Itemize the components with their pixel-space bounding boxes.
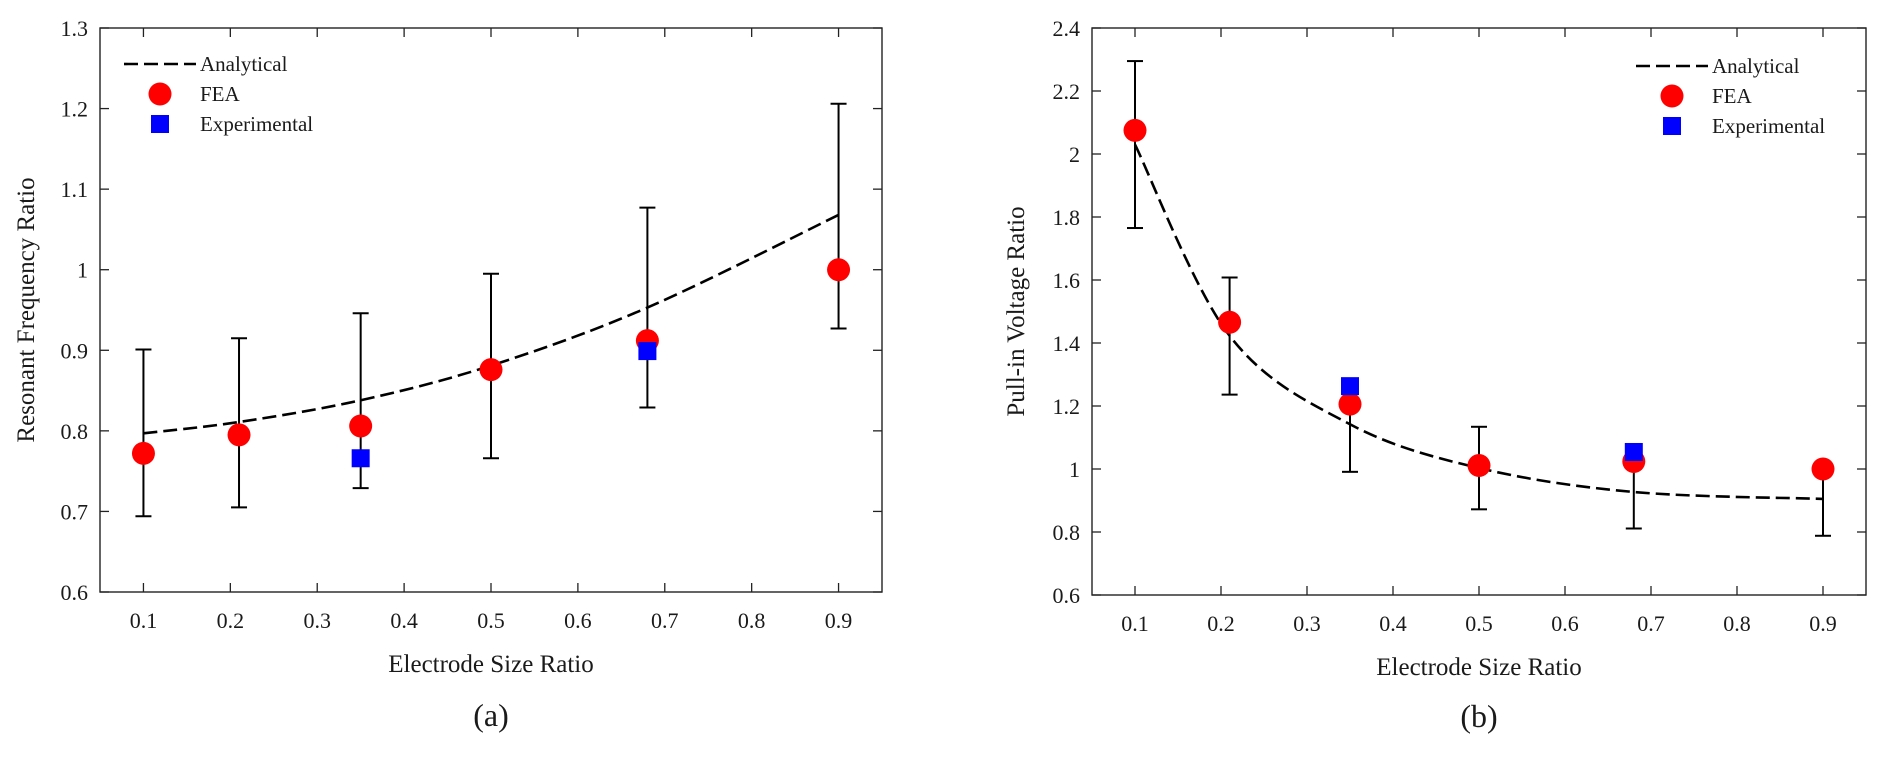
fea-point [1467,454,1491,478]
y-tick-label: 1.6 [1053,268,1081,293]
series-analytical [143,213,840,435]
experimental-point [638,342,657,361]
fea-point [1338,392,1362,416]
x-tick-label: 0.6 [564,608,592,633]
fea-point [1811,457,1835,481]
x-tick-label: 0.9 [1809,611,1837,636]
y-axis-label: Resonant Frequency Ratio [13,177,40,442]
x-tick-label: 0.3 [303,608,331,633]
y-tick-label: 0.7 [61,499,89,524]
y-tick-label: 0.6 [61,580,89,605]
legend-label: Experimental [1712,114,1825,138]
y-tick-label: 1.3 [61,16,89,41]
x-axis-label: Electrode Size Ratio [1376,654,1581,681]
experimental-point [351,449,370,468]
experimental-point [1341,377,1359,396]
fea-point [1123,118,1147,142]
y-tick-label: 0.8 [1053,520,1081,545]
x-tick-label: 0.7 [1637,611,1665,636]
x-tick-label: 0.2 [217,608,245,633]
legend-square-swatch [151,115,169,133]
y-tick-label: 1 [1069,457,1080,482]
x-tick-label: 0.7 [651,608,679,633]
y-tick-label: 1.2 [1053,394,1081,419]
legend-label: Analytical [1712,54,1800,78]
fea-point [1218,310,1242,334]
y-axis: 0.6 0.7 0.8 0.9 1 1.1 1.2 1.3 [61,16,882,605]
x-tick-label: 0.1 [1121,611,1149,636]
y-tick-label: 1.2 [61,97,89,122]
legend-square-swatch [1663,117,1681,135]
y-tick-label: 1.1 [61,177,89,202]
error-bars [135,102,847,518]
x-tick-label: 0.1 [130,608,158,633]
experimental-point [1624,442,1643,461]
series-experimental [1341,377,1643,461]
fea-point [227,423,251,447]
legend-label: FEA [200,82,241,106]
x-axis: 0.1 0.2 0.3 0.4 0.5 0.6 0.7 0.8 0.9 [1121,28,1837,636]
legend: Analytical FEA Experimental [1636,54,1825,138]
y-tick-label: 1.4 [1053,331,1081,356]
x-tick-label: 0.5 [1465,611,1493,636]
y-tick-label: 0.9 [61,338,89,363]
fea-point [131,441,155,465]
legend-label: FEA [1712,84,1753,108]
y-tick-label: 0.6 [1053,583,1081,608]
panel-caption: (a) [473,697,509,733]
x-tick-label: 0.9 [825,608,853,633]
x-axis: 0.1 0.2 0.3 0.4 0.5 0.6 0.7 0.8 0.9 [130,28,853,633]
legend-label: Experimental [200,112,313,136]
y-axis-label: Pull-in Voltage Ratio [1003,206,1030,416]
legend-label: Analytical [200,52,288,76]
y-axis: 0.6 0.8 1 1.2 1.4 1.6 1.8 2 2.2 2.4 [1053,16,1866,608]
x-tick-label: 0.4 [390,608,418,633]
x-tick-label: 0.5 [477,608,505,633]
series-experimental [351,342,657,468]
y-tick-label: 2.4 [1053,16,1081,41]
y-tick-label: 1 [77,258,88,283]
series-fea [1123,118,1835,481]
x-tick-label: 0.4 [1379,611,1407,636]
legend-circle-swatch [1660,84,1684,108]
legend: Analytical FEA Experimental [124,52,313,136]
y-tick-label: 1.8 [1053,205,1081,230]
x-tick-label: 0.2 [1207,611,1235,636]
y-tick-label: 2 [1069,142,1080,167]
fea-point [349,414,373,438]
x-tick-label: 0.8 [1723,611,1751,636]
fea-point [479,358,503,382]
analytical-line [1133,143,1824,501]
fea-point [827,258,851,282]
panel-caption: (b) [1460,698,1497,734]
y-tick-label: 0.8 [61,419,89,444]
x-tick-label: 0.6 [1551,611,1579,636]
x-axis-label: Electrode Size Ratio [388,651,593,678]
series-analytical [1133,143,1824,501]
legend-circle-swatch [148,82,172,106]
chart-panel-a: 0.1 0.2 0.3 0.4 0.5 0.6 0.7 0.8 0.9 0.6 0.7 0.8 0.9 1… [13,16,883,733]
x-tick-label: 0.8 [738,608,766,633]
analytical-line [143,213,840,435]
x-tick-label: 0.3 [1293,611,1321,636]
y-tick-label: 2.2 [1053,79,1081,104]
chart-panel-b: 0.1 0.2 0.3 0.4 0.5 0.6 0.7 0.8 0.9 0.6 0.8 1 1.2 1.4… [1003,16,1867,734]
